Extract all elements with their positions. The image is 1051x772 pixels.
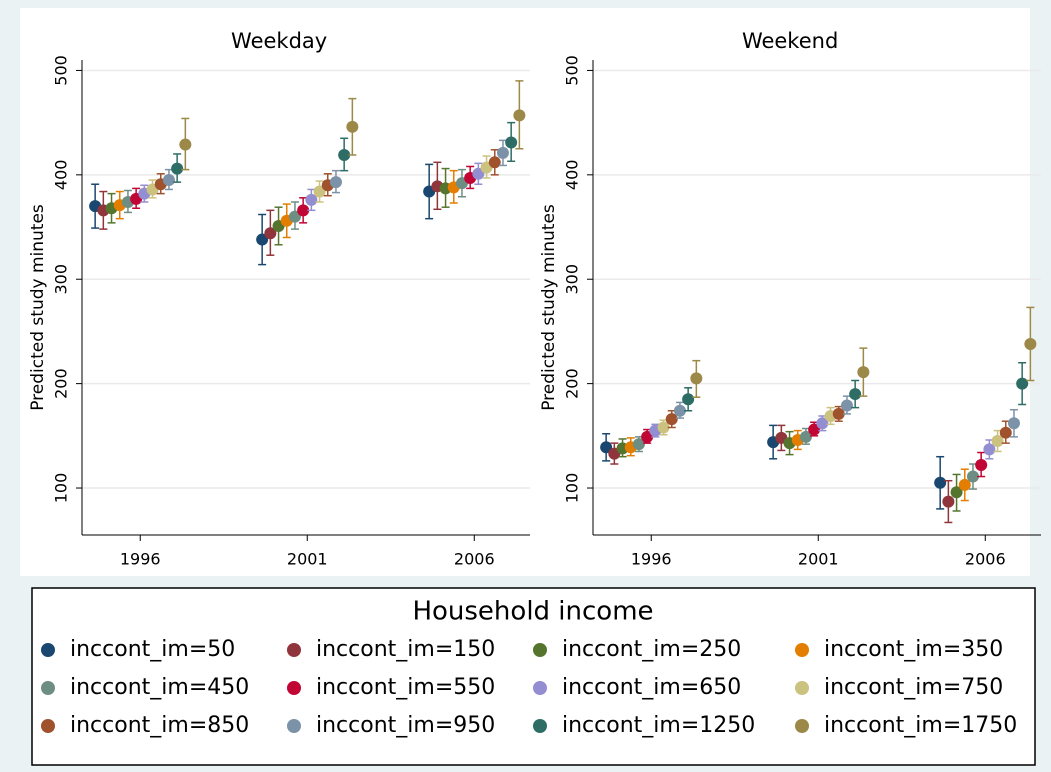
y-axis-label: Predicted study minutes [28,204,48,411]
legend-marker [795,681,809,695]
point [690,372,703,385]
x-tick-label: 2006 [454,550,495,569]
point [496,146,509,159]
point [632,438,645,451]
legend-marker [287,681,301,695]
point [799,430,812,443]
legend-marker [533,681,547,695]
legend-box [31,587,1036,766]
point [958,478,971,491]
y-tick-label: 100 [52,473,71,504]
point [641,430,654,443]
x-tick-label: 2006 [965,550,1006,569]
legend-marker [41,719,55,733]
point [857,366,870,379]
point [832,407,845,420]
legend-marker [287,719,301,733]
point [264,227,277,240]
point [346,120,359,133]
y-tick-label: 500 [52,55,71,86]
point [472,167,485,180]
point [1007,417,1020,430]
legend-label: inccont_im=750 [824,675,1003,700]
y-tick-label: 300 [52,264,71,295]
y-tick-label: 400 [52,160,71,191]
point [840,399,853,412]
point [256,233,269,246]
y-tick-label: 200 [563,368,582,399]
panel-title: Weekend [742,29,838,53]
point [179,138,192,151]
point [816,417,829,430]
point [942,495,955,508]
legend-label: inccont_im=350 [824,637,1003,662]
point [657,421,670,434]
point [505,136,518,149]
point [975,459,988,472]
legend-label: inccont_im=550 [316,675,495,700]
legend-label: inccont_im=250 [562,637,741,662]
point [288,210,301,223]
point [1024,337,1037,350]
point [171,162,184,175]
point [950,486,963,499]
point [983,443,996,456]
y-tick-label: 300 [563,264,582,295]
point [1016,377,1029,390]
legend-marker [533,719,547,733]
legend-label: inccont_im=50 [70,637,235,662]
point [808,423,821,436]
graph-region [20,8,1030,576]
point [849,388,862,401]
x-tick-label: 1996 [120,550,161,569]
point [966,470,979,483]
point [600,441,613,454]
y-tick-label: 500 [563,55,582,86]
point [313,185,326,198]
legend-label: inccont_im=950 [316,713,495,738]
point [999,426,1012,439]
x-tick-label: 1996 [631,550,672,569]
point [682,393,695,406]
point [488,156,501,169]
legend-marker [287,643,301,657]
legend-marker [795,719,809,733]
legend-label: inccont_im=1250 [562,713,755,738]
point [513,109,526,122]
point [665,413,678,426]
legend-marker [795,643,809,657]
legend-title: Household income [412,597,653,627]
point [329,176,342,189]
point [305,193,318,206]
legend-marker [41,681,55,695]
point [673,404,686,417]
point [991,435,1004,448]
point [338,149,351,161]
legend-label: inccont_im=150 [316,637,495,662]
legend-marker [533,643,547,657]
y-tick-label: 400 [563,160,582,191]
point [934,476,947,489]
point [297,204,310,217]
panel-title: Weekday [231,29,327,53]
legend-label: inccont_im=650 [562,675,741,700]
legend-label: inccont_im=450 [70,675,249,700]
x-tick-label: 2001 [798,550,839,569]
y-tick-label: 200 [52,368,71,399]
legend-label: inccont_im=1750 [824,713,1017,738]
x-tick-label: 2001 [287,550,328,569]
legend-marker [41,643,55,657]
y-axis-label: Predicted study minutes [539,204,559,411]
point [162,174,175,187]
y-tick-label: 100 [563,473,582,504]
legend-label: inccont_im=850 [70,713,249,738]
